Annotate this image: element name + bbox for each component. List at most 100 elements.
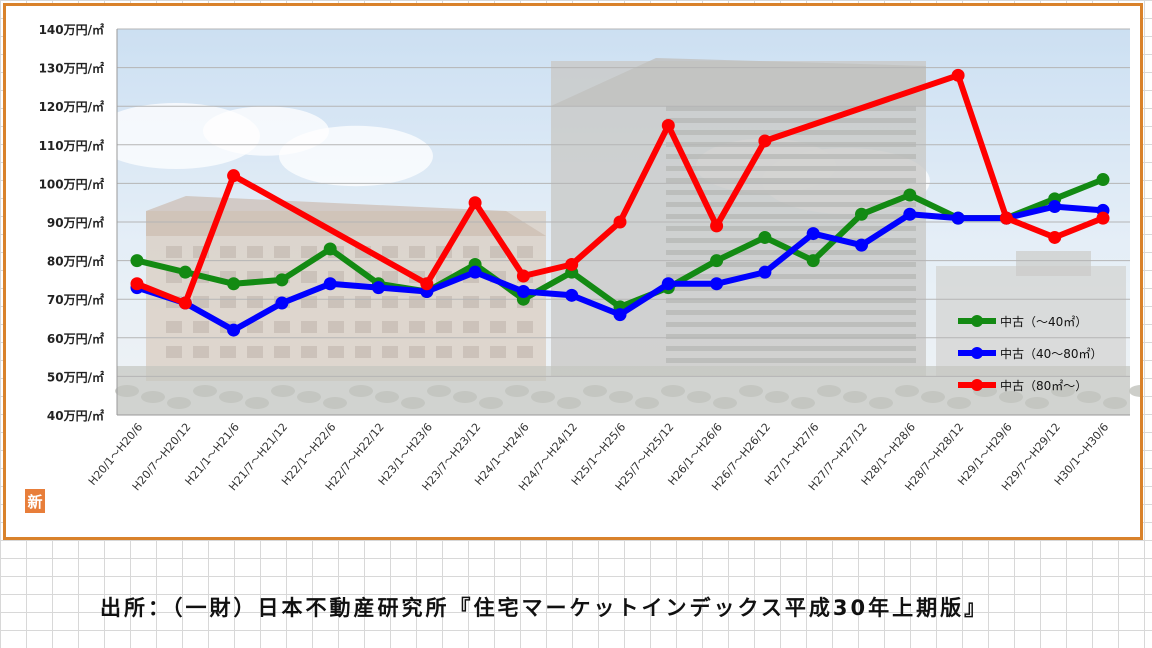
- legend-label: 中古（40～80㎡）: [1000, 346, 1103, 361]
- data-point: [661, 277, 675, 291]
- data-point: [130, 277, 144, 291]
- stone: [1025, 397, 1049, 409]
- x-axis: H20/1～H20/6H20/7～H20/12H21/1～H21/6H21/7～…: [86, 421, 1111, 494]
- tower-stripe: [666, 298, 916, 303]
- tower-stripe: [666, 346, 916, 351]
- legend-marker: [971, 347, 983, 359]
- data-point: [565, 288, 579, 302]
- stone: [921, 391, 945, 403]
- tower-stripe: [666, 334, 916, 339]
- stone: [817, 385, 841, 397]
- logo: 新: [25, 489, 45, 513]
- data-point: [1096, 173, 1110, 187]
- window: [409, 246, 425, 258]
- stone: [245, 397, 269, 409]
- window: [463, 346, 479, 358]
- tower-stripe: [666, 214, 916, 219]
- tower-stripe: [666, 322, 916, 327]
- data-point: [855, 207, 868, 221]
- window: [193, 321, 209, 333]
- stone: [453, 391, 477, 403]
- stone: [713, 397, 737, 409]
- window: [517, 321, 533, 333]
- y-tick-label: 110万円/㎡: [39, 138, 104, 153]
- data-point: [903, 207, 917, 221]
- window: [220, 346, 236, 358]
- window: [517, 346, 533, 358]
- window: [409, 321, 425, 333]
- window: [382, 246, 398, 258]
- stone: [167, 397, 191, 409]
- stone: [401, 397, 425, 409]
- window: [436, 321, 452, 333]
- stone: [661, 385, 685, 397]
- y-tick-label: 50万円/㎡: [47, 369, 104, 384]
- series-3: [130, 68, 1110, 310]
- tower-stripe: [666, 178, 916, 183]
- tower-stripe: [666, 106, 916, 111]
- window: [166, 271, 182, 283]
- data-point: [661, 119, 675, 132]
- window: [517, 246, 533, 258]
- tower-stripe: [666, 286, 916, 291]
- window: [247, 321, 263, 333]
- y-tick-label: 120万円/㎡: [39, 99, 104, 114]
- data-point: [710, 219, 724, 233]
- legend-label: 中古（～40㎡）: [1000, 314, 1087, 329]
- stone: [1129, 385, 1140, 397]
- data-point: [903, 188, 917, 202]
- tower-stripe: [666, 238, 916, 243]
- window: [301, 321, 317, 333]
- window: [166, 321, 182, 333]
- window: [328, 321, 344, 333]
- stone: [141, 391, 165, 403]
- data-point: [1048, 200, 1062, 214]
- stone: [1103, 397, 1127, 409]
- legend: 中古（～40㎡） 中古（40～80㎡） 中古（80㎡～）: [958, 314, 1103, 393]
- data-point: [227, 277, 241, 291]
- data-point: [275, 296, 289, 310]
- stone: [869, 397, 893, 409]
- data-point: [130, 254, 144, 268]
- stone: [479, 397, 503, 409]
- stone: [583, 385, 607, 397]
- y-tick-label: 70万円/㎡: [47, 292, 104, 307]
- tower-stripe: [666, 310, 916, 315]
- building-tower-top: [551, 58, 926, 106]
- stone: [739, 385, 763, 397]
- y-tick-label: 130万円/㎡: [39, 61, 104, 76]
- window: [328, 346, 344, 358]
- source-note: 出所：（一財）日本不動産研究所『住宅マーケットインデックス平成30年上期版』: [100, 596, 989, 620]
- stone: [427, 385, 451, 397]
- window: [220, 246, 236, 258]
- window: [247, 246, 263, 258]
- window: [247, 346, 263, 358]
- y-tick-label: 90万円/㎡: [47, 215, 104, 230]
- window: [166, 246, 182, 258]
- cloud: [279, 125, 433, 187]
- y-tick-label: 40万円/㎡: [47, 408, 104, 423]
- data-point: [806, 254, 820, 268]
- window: [382, 346, 398, 358]
- legend-marker: [971, 379, 983, 391]
- stone: [635, 397, 659, 409]
- stone: [375, 391, 399, 403]
- stone: [895, 385, 919, 397]
- window: [490, 321, 506, 333]
- y-axis: 140万円/㎡ 130万円/㎡ 120万円/㎡ 110万円/㎡ 100万円/㎡ 90万円/…: [39, 22, 104, 423]
- stone: [115, 385, 139, 397]
- data-point: [323, 242, 337, 256]
- window: [382, 321, 398, 333]
- y-tick-label: 80万円/㎡: [47, 254, 104, 269]
- data-point: [951, 211, 965, 225]
- tower-stripe: [666, 262, 916, 267]
- window: [301, 246, 317, 258]
- y-tick-label: 100万円/㎡: [39, 176, 104, 191]
- data-point: [227, 169, 241, 183]
- series-2: [130, 200, 1110, 337]
- stone: [271, 385, 295, 397]
- stone: [297, 391, 321, 403]
- data-point: [758, 265, 772, 279]
- y-tick-label: 140万円/㎡: [39, 22, 104, 37]
- stone: [687, 391, 711, 403]
